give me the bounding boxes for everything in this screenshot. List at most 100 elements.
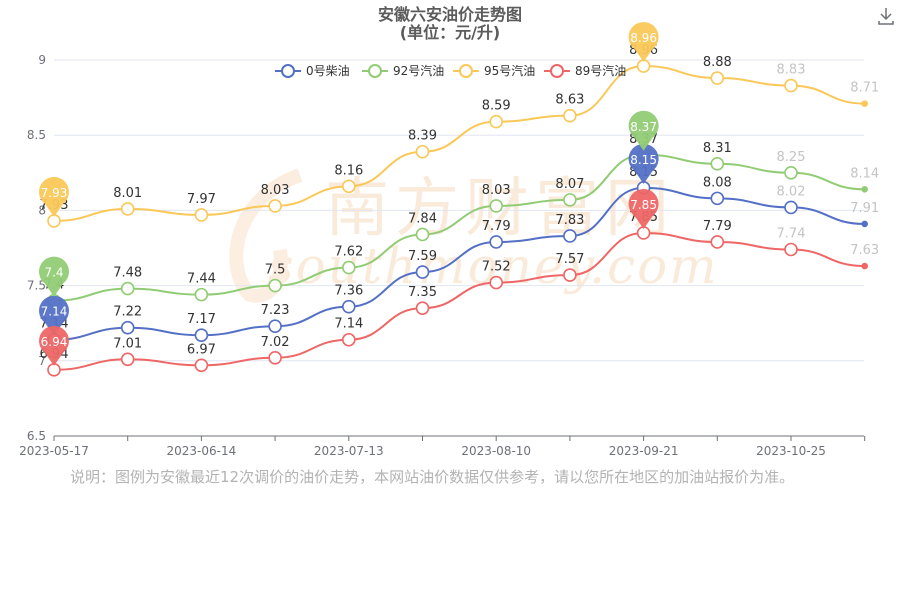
y-tick-label: 8	[38, 203, 46, 217]
data-point	[563, 229, 577, 243]
data-label: 7.91	[850, 201, 879, 216]
data-label: 7.48	[113, 266, 142, 281]
data-point	[710, 191, 725, 206]
data-label: 8.83	[777, 63, 806, 78]
x-tick-label: 2023-05-17	[19, 444, 89, 458]
min-pin-marker	[39, 176, 70, 217]
data-point	[341, 179, 356, 194]
max-pin-label: 8.37	[630, 120, 657, 134]
data-point	[784, 200, 798, 215]
download-icon[interactable]	[876, 6, 896, 26]
data-point	[489, 199, 504, 213]
data-point	[861, 100, 869, 107]
data-label: 7.57	[555, 252, 584, 267]
chart-note: 说明：图例为安徽最近12次调价的油价走势，本网站油价数据仅供参考，请以您所在地区…	[70, 468, 795, 486]
data-label: 7.84	[408, 211, 437, 226]
x-tick-label: 2023-10-25	[756, 444, 826, 458]
legend-item-label: 95号汽油	[484, 63, 535, 78]
max-pin-marker	[628, 143, 659, 184]
series-points	[47, 59, 869, 377]
pins: 8.15 7.14 8.37 7.4 8.96 7.93 7.85 6.94	[39, 22, 659, 366]
legend-swatch-marker	[459, 64, 473, 78]
data-label: 8.16	[334, 163, 363, 178]
data-point	[489, 235, 504, 249]
data-point	[194, 208, 209, 222]
min-pin-label: 7.14	[41, 305, 68, 319]
max-pin-label: 7.85	[630, 198, 657, 212]
min-pin-marker	[39, 295, 70, 336]
data-label: 6.97	[187, 342, 216, 357]
data-label: 8.03	[482, 183, 511, 198]
legend[interactable]: 0号柴油 92号汽油 95号汽油 89号汽油	[275, 63, 626, 78]
data-label: 8.39	[408, 129, 437, 144]
legend-swatch-marker	[550, 64, 564, 78]
grid	[54, 59, 864, 362]
data-point	[710, 235, 725, 249]
data-label: 7.36	[334, 284, 363, 299]
data-point	[861, 186, 869, 193]
x-tick-label: 2023-09-21	[609, 444, 679, 458]
min-pin-label: 7.93	[41, 186, 68, 200]
data-point	[194, 358, 209, 373]
y-tick-label: 7.5	[27, 279, 46, 293]
chart-subtitle: (单位：元/升)	[400, 23, 500, 42]
data-point	[268, 199, 282, 213]
legend-item-label: 0号柴油	[306, 64, 350, 78]
data-label: 8.63	[555, 93, 584, 108]
x-tick-label: 2023-07-13	[314, 444, 384, 458]
x-tick-label: 2023-06-14	[167, 444, 237, 458]
data-label: 7.35	[408, 285, 437, 300]
data-point	[489, 114, 504, 129]
data-point	[194, 287, 209, 302]
x-tick-label: 2023-08-10	[461, 444, 531, 458]
data-label: 8.25	[777, 150, 806, 165]
data-label: 7.74	[777, 227, 806, 242]
data-point	[563, 108, 577, 123]
data-label: 7.44	[187, 272, 216, 287]
data-label: 8.08	[703, 175, 732, 190]
max-pin-marker	[628, 22, 659, 63]
data-point	[784, 242, 798, 257]
legend-item-label: 89号汽油	[575, 63, 626, 78]
data-label: 8.31	[703, 141, 732, 156]
data-point	[120, 202, 135, 216]
data-point	[710, 156, 725, 171]
y-axis: 6.5 7 7.5 8 8.5 9	[27, 53, 46, 443]
data-label: 8.14	[850, 166, 879, 181]
data-label: 7.63	[850, 243, 879, 258]
data-label: 8.02	[777, 184, 806, 199]
data-point	[268, 278, 282, 293]
data-point	[563, 193, 577, 207]
data-label: 8.71	[850, 81, 879, 96]
data-point	[861, 220, 869, 228]
series-labels: 7.147.227.177.237.367.597.797.838.158.08…	[40, 43, 880, 362]
data-label: 8.59	[482, 99, 511, 114]
data-point	[341, 299, 356, 314]
max-pin-marker	[628, 188, 659, 229]
data-label: 7.79	[703, 219, 732, 234]
data-label: 8.03	[261, 183, 290, 198]
max-pin-label: 8.96	[630, 31, 657, 45]
max-pin-label: 8.15	[630, 153, 657, 167]
y-tick-label: 9	[38, 53, 46, 67]
data-label: 8.01	[113, 186, 142, 201]
data-point	[489, 275, 504, 290]
legend-item-label: 92号汽油	[393, 63, 444, 78]
data-point	[563, 268, 577, 282]
min-pin-marker	[39, 256, 70, 297]
y-tick-label: 8.5	[27, 128, 46, 142]
data-label: 7.14	[334, 317, 363, 332]
data-point	[861, 262, 869, 270]
min-pin-marker	[39, 325, 70, 366]
data-point	[268, 350, 282, 365]
data-point	[415, 265, 430, 279]
data-point	[784, 78, 798, 93]
data-point	[120, 320, 135, 335]
data-label: 7.52	[482, 260, 511, 275]
data-point	[784, 166, 798, 180]
data-label: 7.59	[408, 249, 437, 264]
data-label: 7.79	[482, 219, 511, 234]
data-point	[194, 328, 209, 343]
data-point	[415, 144, 430, 159]
